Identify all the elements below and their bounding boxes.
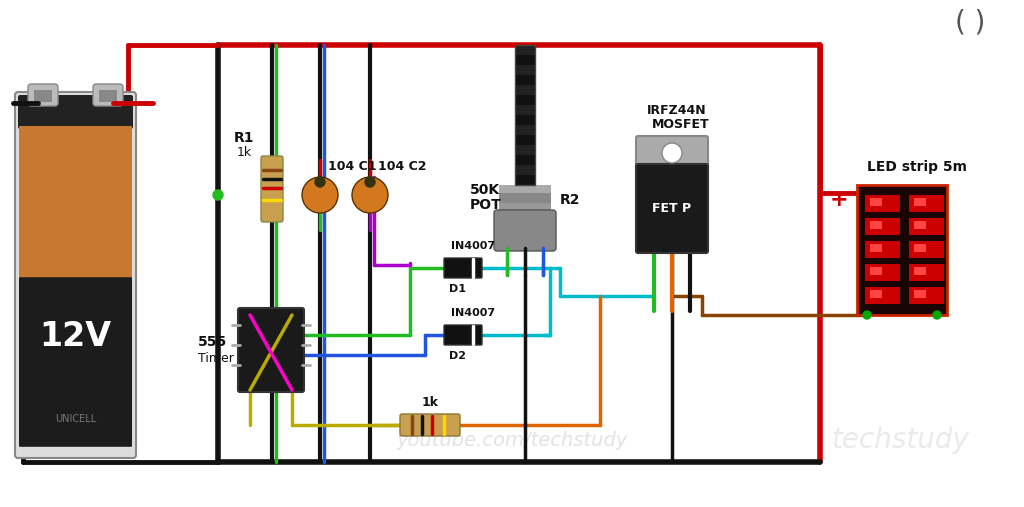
FancyBboxPatch shape xyxy=(34,90,52,102)
Bar xyxy=(499,193,551,203)
Bar xyxy=(870,244,882,252)
Text: R2: R2 xyxy=(560,193,581,207)
Bar xyxy=(499,185,551,195)
Bar xyxy=(515,175,535,185)
Text: 104 C1: 104 C1 xyxy=(328,161,377,173)
FancyBboxPatch shape xyxy=(444,325,482,345)
Text: youtube.com/techstudy: youtube.com/techstudy xyxy=(396,430,628,450)
Text: ( ): ( ) xyxy=(954,8,985,36)
Circle shape xyxy=(933,311,941,319)
Bar xyxy=(865,287,900,304)
Bar xyxy=(914,198,926,206)
Bar xyxy=(870,290,882,298)
Bar xyxy=(515,115,535,125)
Bar xyxy=(515,155,535,165)
FancyBboxPatch shape xyxy=(238,308,304,392)
Text: IRFZ44N: IRFZ44N xyxy=(647,103,707,117)
Bar xyxy=(909,287,944,304)
Bar xyxy=(515,55,535,65)
Text: 104 C2: 104 C2 xyxy=(378,161,427,173)
Text: D1: D1 xyxy=(450,284,467,294)
Bar xyxy=(515,75,535,85)
Circle shape xyxy=(213,190,223,200)
Bar xyxy=(914,221,926,229)
Text: 555: 555 xyxy=(198,335,227,349)
Bar xyxy=(870,198,882,206)
FancyBboxPatch shape xyxy=(18,95,133,129)
Bar xyxy=(515,165,535,175)
Wedge shape xyxy=(302,177,338,213)
Bar xyxy=(857,185,947,315)
Bar xyxy=(870,267,882,275)
FancyBboxPatch shape xyxy=(261,156,283,222)
Bar xyxy=(515,125,535,135)
Text: MOSFET: MOSFET xyxy=(652,118,710,130)
Bar xyxy=(515,85,535,95)
Text: R1: R1 xyxy=(233,131,254,145)
Bar xyxy=(865,241,900,258)
FancyBboxPatch shape xyxy=(19,126,132,279)
FancyBboxPatch shape xyxy=(28,84,58,106)
Bar xyxy=(515,95,535,105)
FancyBboxPatch shape xyxy=(19,277,132,447)
FancyBboxPatch shape xyxy=(444,258,482,278)
Text: +: + xyxy=(829,190,848,210)
Text: techstudy: techstudy xyxy=(831,426,969,454)
Circle shape xyxy=(365,177,375,187)
Text: IN4007: IN4007 xyxy=(451,241,496,251)
Text: 50K: 50K xyxy=(470,183,500,197)
Bar xyxy=(515,65,535,75)
Bar xyxy=(909,218,944,235)
Bar xyxy=(865,264,900,281)
Text: D2: D2 xyxy=(450,351,467,361)
Bar xyxy=(870,221,882,229)
Text: 1k: 1k xyxy=(237,147,252,160)
FancyBboxPatch shape xyxy=(494,210,556,251)
Text: Timer: Timer xyxy=(198,351,233,365)
FancyBboxPatch shape xyxy=(400,414,460,436)
Bar xyxy=(515,45,535,185)
Text: FET P: FET P xyxy=(652,201,691,214)
Bar xyxy=(909,264,944,281)
Bar xyxy=(865,218,900,235)
Wedge shape xyxy=(352,177,388,213)
FancyBboxPatch shape xyxy=(636,136,708,170)
Bar xyxy=(865,195,900,212)
FancyBboxPatch shape xyxy=(15,92,136,458)
Bar xyxy=(515,45,535,55)
FancyBboxPatch shape xyxy=(636,164,708,253)
Bar xyxy=(914,267,926,275)
Text: 1k: 1k xyxy=(422,396,438,410)
Bar xyxy=(515,145,535,155)
Bar xyxy=(515,105,535,115)
Text: IN4007: IN4007 xyxy=(451,308,496,318)
Bar xyxy=(499,203,551,213)
Text: 12V: 12V xyxy=(40,320,112,353)
Text: UNICELL: UNICELL xyxy=(55,414,96,424)
Bar xyxy=(914,290,926,298)
FancyBboxPatch shape xyxy=(99,90,117,102)
Text: POT: POT xyxy=(470,198,502,212)
Circle shape xyxy=(662,143,682,163)
Bar xyxy=(909,241,944,258)
Bar xyxy=(515,135,535,145)
Text: LED strip 5m: LED strip 5m xyxy=(867,160,967,174)
Circle shape xyxy=(863,311,871,319)
Bar xyxy=(914,244,926,252)
Bar xyxy=(909,195,944,212)
Circle shape xyxy=(315,177,325,187)
FancyBboxPatch shape xyxy=(93,84,123,106)
